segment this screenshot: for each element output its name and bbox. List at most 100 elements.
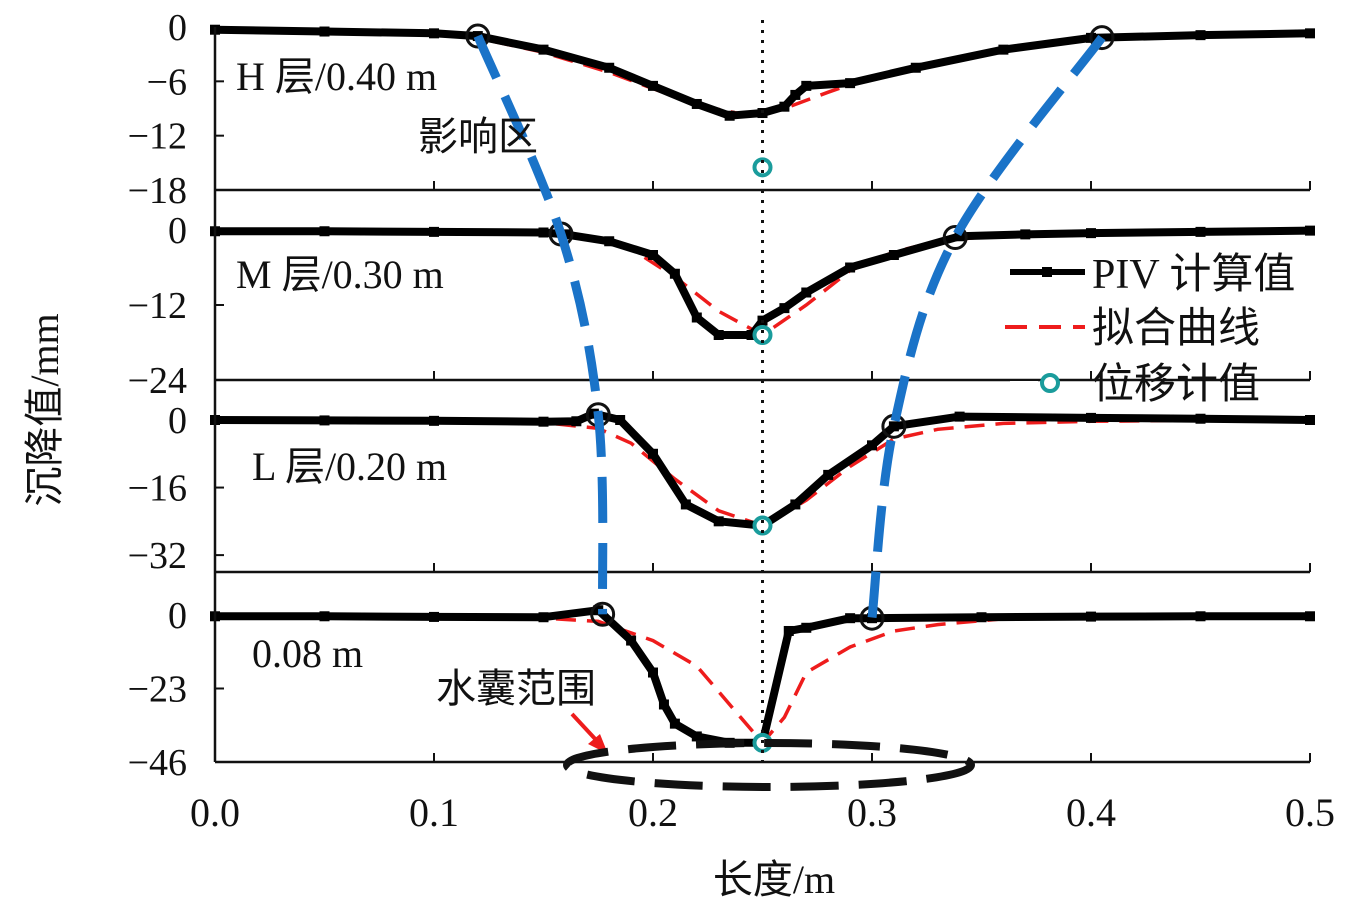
panel-1-piv-point-8 — [691, 312, 702, 323]
panel-3-piv-point-14 — [845, 613, 856, 624]
panel-3-y-tick-label-0: 0 — [168, 595, 187, 637]
panel-1-piv-point-13 — [801, 287, 812, 298]
panel-0-y-tick-label-2: −12 — [128, 116, 187, 158]
panel-3-piv-point-7 — [658, 699, 669, 710]
panel-2-piv-point-9 — [713, 516, 724, 527]
x-tick-label-5: 0.5 — [1285, 790, 1335, 835]
panel-3-piv-line — [215, 606, 1310, 747]
panel-1-piv-point-1 — [319, 226, 330, 237]
legend: PIV 计算值 拟合曲线 位移计值 — [1005, 252, 1295, 408]
panel-3: 0 −23 −46 0.08 m — [128, 595, 1315, 784]
legend-piv-marker — [1042, 267, 1052, 277]
panel-3-piv-point-15 — [867, 613, 877, 624]
panel-0-piv-point-15 — [998, 44, 1009, 55]
panel-2-piv-point-3 — [538, 416, 549, 427]
panel-1-piv-point-12 — [779, 303, 790, 314]
panel-1-piv-point-6 — [648, 250, 658, 260]
panel-1-piv-point-14 — [845, 262, 856, 273]
panel-0-piv-point-5 — [604, 62, 615, 73]
panel-3-piv-point-16 — [976, 612, 987, 623]
panel-0-piv-point-6 — [648, 80, 658, 91]
panel-3-label: 0.08 m — [252, 631, 363, 676]
panel-2-piv-point-18 — [1305, 415, 1315, 425]
panel-0-piv-point-8 — [724, 110, 735, 121]
panel-2-piv-point-2 — [429, 415, 439, 426]
panel-2-piv-point-17 — [1195, 413, 1206, 424]
panel-3-influence-point-0 — [590, 601, 616, 627]
x-tick-label-4: 0.4 — [1066, 790, 1116, 835]
panel-1-label: M 层/0.30 m — [236, 252, 444, 297]
y-axis-title: 沉降值/mm — [22, 313, 67, 506]
influence-boundary-right — [867, 34, 1106, 619]
panel-3-y-tick-label-2: −46 — [128, 742, 187, 784]
panel-1-influence-point-1 — [942, 225, 968, 250]
panel-1-piv-point-2 — [429, 226, 439, 237]
panel-1-y-tick-label-1: −12 — [128, 285, 187, 327]
panel-1-piv-point-16 — [954, 231, 965, 242]
panel-1-y-tick-label-0: 0 — [168, 210, 187, 252]
panel-2-piv-point-4 — [571, 416, 582, 427]
panel-1-piv-point-3 — [538, 227, 549, 238]
legend-fit-label: 拟合曲线 — [1092, 306, 1260, 352]
panel-0-piv-point-17 — [1195, 30, 1206, 41]
panel-1-piv-point-10 — [746, 330, 757, 340]
axes-layer: 长度/m 沉降值/mm 0.0 0.1 0.2 0.3 0.4 0.5 — [22, 20, 1335, 902]
panel-3-piv-point-8 — [669, 718, 680, 729]
x-tick-label-1: 0.1 — [409, 790, 459, 835]
panel-2-piv-point-7 — [648, 448, 658, 459]
panel-2-piv-point-6 — [615, 415, 626, 425]
panel-0-piv-point-2 — [429, 28, 439, 39]
x-tick-label-3: 0.3 — [847, 790, 897, 835]
panel-2-label: L 层/0.20 m — [252, 444, 447, 489]
panel-2-piv-point-8 — [680, 499, 691, 510]
water-bag-arrow — [570, 712, 600, 744]
legend-gauge-label: 位移计值 — [1092, 361, 1260, 408]
panel-2-piv-point-13 — [867, 440, 877, 451]
x-tick-label-0: 0.0 — [190, 790, 240, 835]
panel-0-piv-point-14 — [910, 62, 921, 73]
panel-2-piv-point-11 — [790, 499, 801, 510]
panel-3-y-tick-label-1: −23 — [128, 669, 187, 711]
water-bag-range-ellipse — [563, 739, 975, 791]
panel-0: 0 −6 −12 −18 H 层/0.40 m — [128, 7, 1315, 212]
panel-0-y-tick-label-0: 0 — [168, 7, 187, 49]
panel-0-piv-point-1 — [319, 26, 330, 37]
panel-3-piv-point-13 — [801, 622, 812, 633]
water-bag-range-label: 水囊范围 — [436, 666, 596, 711]
panel-1-piv-point-15 — [888, 250, 899, 260]
panel-0-y-tick-label-1: −6 — [147, 61, 187, 103]
panel-2-y-tick-label-0: 0 — [168, 400, 187, 442]
panel-2-y-tick-label-1: −16 — [128, 468, 187, 510]
panel-0-piv-point-9 — [757, 108, 768, 119]
legend-piv-label: PIV 计算值 — [1092, 252, 1295, 298]
panel-0-label: H 层/0.40 m — [236, 54, 437, 99]
panel-2: 0 −16 −32 L 层/0.20 m — [128, 400, 1315, 577]
panel-0-piv-point-12 — [801, 80, 812, 91]
legend-gauge-marker — [1040, 373, 1060, 393]
panel-3-piv-point-2 — [429, 611, 439, 622]
panel-2-piv-point-14 — [888, 421, 899, 432]
panel-1-piv-point-5 — [604, 236, 615, 247]
influence-zone-label: 影响区 — [418, 114, 538, 159]
panel-1-piv-point-20 — [1305, 225, 1315, 236]
panel-1-piv-point-9 — [713, 330, 724, 340]
panel-2-piv-point-16 — [1086, 412, 1096, 423]
panel-3-piv-point-19 — [1305, 611, 1315, 622]
panel-3-fit-line — [214, 614, 1311, 746]
x-axis-title: 长度/m — [713, 857, 835, 902]
panel-1-piv-point-7 — [669, 268, 680, 279]
influence-boundary-left — [473, 34, 608, 615]
panel-2-piv-point-1 — [319, 415, 330, 426]
annotation-layer: 影响区 水囊范围 — [418, 114, 975, 791]
panel-3-piv-point-17 — [1086, 611, 1096, 622]
panel-0-y-tick-label-3: −18 — [128, 170, 187, 212]
panel-3-piv-point-3 — [538, 612, 549, 623]
panel-0-piv-point-4 — [538, 44, 549, 55]
panel-2-y-tick-label-2: −32 — [128, 535, 187, 577]
panel-2-gauge-point-0 — [752, 515, 773, 536]
panel-3-piv-point-1 — [319, 611, 330, 622]
x-tick-label-2: 0.2 — [628, 790, 678, 835]
panel-0-piv-point-13 — [845, 78, 856, 89]
panel-0-gauge-point-0 — [752, 157, 773, 178]
